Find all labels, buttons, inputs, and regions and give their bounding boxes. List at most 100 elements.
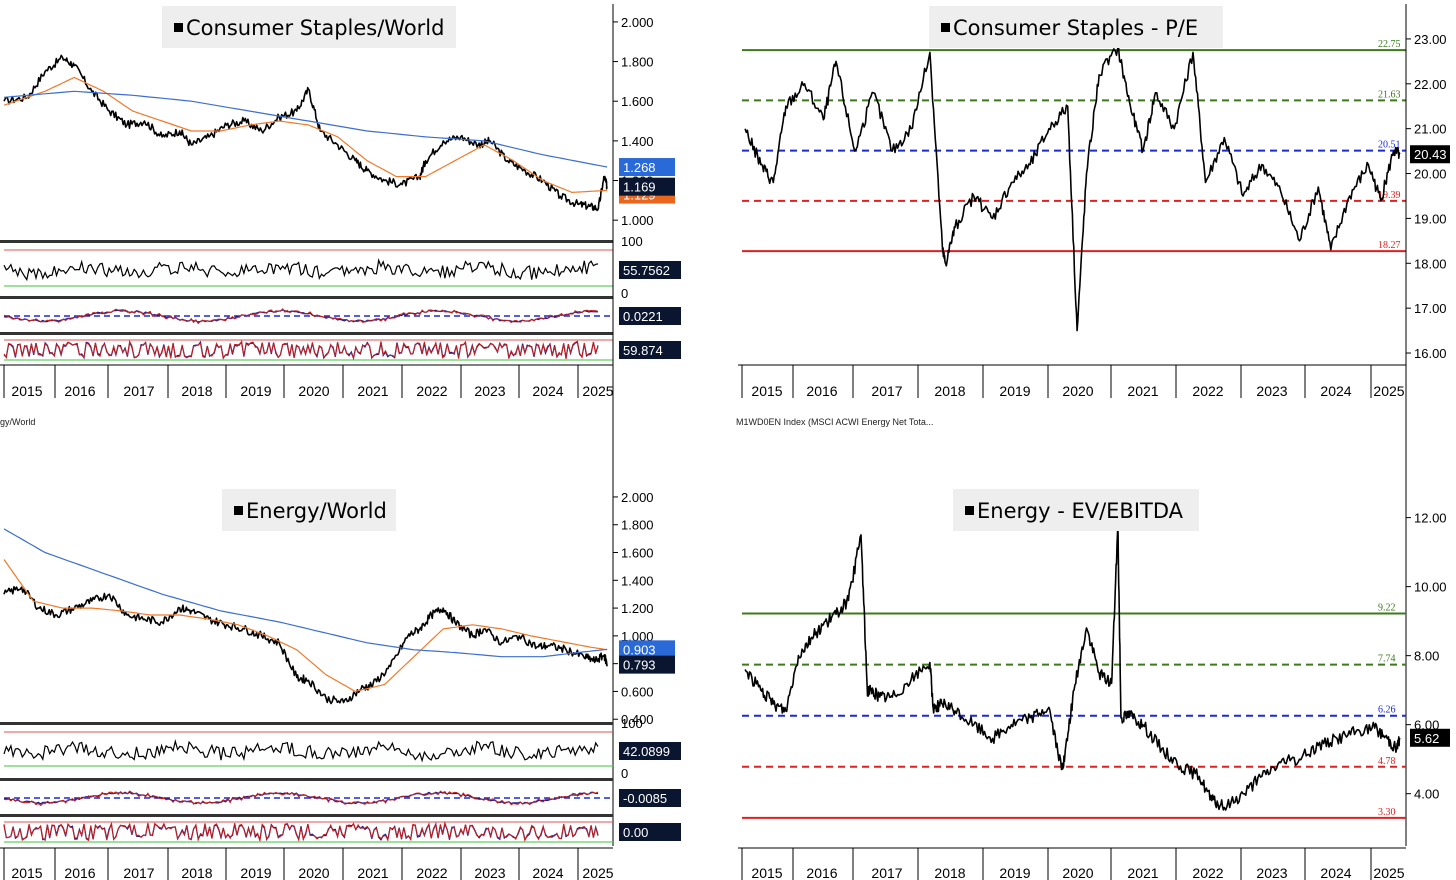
- rsi-last-value: 55.7562: [623, 263, 670, 278]
- y-tick-label: 22.00: [1414, 77, 1447, 92]
- x-tick-label: 2020: [1062, 383, 1093, 399]
- rsi-line: [3, 739, 599, 763]
- badge-ma-long-bg: [619, 158, 675, 177]
- chart-title: Consumer Staples - P/E: [953, 16, 1198, 40]
- caption-energy-world: gy/World: [0, 417, 36, 427]
- chart-panel-2: 23.00 22.00 21.00 20.00 19.00 18.00 17.00 16.00…: [738, 4, 1450, 399]
- level-label: 22.75: [1378, 39, 1401, 50]
- x-tick-label: 2015: [11, 865, 42, 880]
- series-ma-long-line: [3, 90, 608, 168]
- y-tick-label: 1.400: [621, 134, 654, 149]
- series-price-line: [3, 586, 608, 705]
- title-square-icon: [234, 506, 243, 515]
- chart-title-box: [162, 6, 456, 48]
- y-tick-label: 4.00: [1414, 787, 1439, 802]
- y-tick-label: 1.000: [621, 213, 654, 228]
- x-tick-label: 2017: [871, 865, 902, 880]
- level-label: 9.22: [1378, 603, 1396, 614]
- badge-price: 1.169: [623, 180, 656, 195]
- chart-title: Energy/World: [246, 499, 387, 523]
- macd-subpanel: -0.0085: [3, 789, 681, 807]
- rsi-scale-hi: 100: [621, 716, 643, 731]
- macd-separator: [0, 778, 613, 781]
- x-tick-label: 2023: [474, 383, 505, 399]
- macd-last-value: 0.0221: [623, 309, 663, 324]
- level-label: 20.51: [1378, 140, 1401, 151]
- badge-ma-long: 1.268: [623, 160, 656, 175]
- x-tick-label: 2015: [11, 383, 42, 399]
- title-square-icon: [174, 23, 183, 32]
- y-tick-label: 2.000: [621, 15, 654, 30]
- stoch-subpanel: 59.874: [3, 339, 681, 361]
- stoch-badge-bg: [619, 341, 681, 359]
- y-tick-label: 18.00: [1414, 256, 1447, 271]
- badge-price: 5.62: [1414, 731, 1439, 746]
- series-price-line: [744, 523, 1401, 811]
- y-tick-label: 1.800: [621, 518, 654, 533]
- x-tick-label: 2018: [934, 865, 965, 880]
- x-tick-label: 2021: [1127, 865, 1158, 880]
- y-tick-label: 8.00: [1414, 649, 1439, 664]
- macd-badge-bg: [619, 307, 681, 325]
- y-tick-label: 23.00: [1414, 32, 1447, 47]
- y-tick-label: 1.600: [621, 546, 654, 561]
- x-tick-label: 2019: [240, 383, 271, 399]
- x-tick-label: 2023: [1256, 383, 1287, 399]
- macd-badge-bg: [619, 789, 681, 807]
- title-square-icon: [941, 23, 950, 32]
- y-tick-label: 2.000: [621, 490, 654, 505]
- x-tick-label: 2024: [1320, 383, 1351, 399]
- rsi-scale-lo: 0: [621, 286, 628, 301]
- stoch-separator: [0, 814, 613, 817]
- stoch-last-value: 59.874: [623, 343, 663, 358]
- badge-price-bg: [1410, 728, 1450, 747]
- x-tick-label: 2023: [474, 865, 505, 880]
- level-label: 3.30: [1378, 807, 1396, 818]
- x-tick-label: 2025: [582, 865, 613, 880]
- x-tick-label: 2022: [416, 383, 447, 399]
- x-tick-label: 2024: [532, 865, 563, 880]
- x-tick-label: 2024: [1320, 865, 1351, 880]
- stoch-badge-bg: [619, 823, 681, 841]
- badge-price-bg: [1410, 145, 1450, 164]
- x-tick-label: 2017: [123, 383, 154, 399]
- rsi-subpanel: 100 0 42.0899: [3, 716, 681, 781]
- x-tick-label: 2020: [298, 865, 329, 880]
- stoch-last-value: 0.00: [623, 825, 648, 840]
- y-tick-label: 1.800: [621, 55, 654, 70]
- x-tick-label: 2025: [1373, 383, 1404, 399]
- rsi-badge-bg: [619, 261, 681, 279]
- x-tick-label: 2025: [1373, 865, 1404, 880]
- series-ma-short-line: [3, 559, 608, 692]
- chart-panel-1: 2.0001.8001.6001.4001.2001.0002015201620…: [0, 4, 681, 399]
- y-tick-label: 19.00: [1414, 211, 1447, 226]
- stoch-signal-line: [3, 820, 599, 843]
- x-tick-label: 2018: [934, 383, 965, 399]
- x-tick-label: 2025: [582, 383, 613, 399]
- x-tick-label: 2022: [1192, 865, 1223, 880]
- badge-price: 20.43: [1414, 147, 1447, 162]
- x-tick-label: 2020: [1062, 865, 1093, 880]
- x-tick-label: 2019: [999, 865, 1030, 880]
- x-tick-label: 2024: [532, 383, 563, 399]
- rsi-line: [3, 258, 599, 282]
- x-tick-label: 2018: [181, 865, 212, 880]
- macd-separator: [0, 296, 613, 299]
- level-label: 18.27: [1378, 240, 1401, 251]
- y-tick-label: 1.200: [621, 601, 654, 616]
- level-label: 7.74: [1378, 654, 1396, 665]
- x-tick-label: 2019: [999, 383, 1030, 399]
- y-tick-label: 21.00: [1414, 122, 1447, 137]
- chart-title: Energy - EV/EBITDA: [977, 499, 1184, 523]
- stoch-signal-line: [3, 339, 599, 361]
- macd-signal-line: [3, 790, 599, 807]
- rsi-scale-hi: 100: [621, 234, 643, 249]
- caption-energy-ev: M1WD0EN Index (MSCI ACWI Energy Net Tota…: [736, 417, 934, 427]
- badge-price: 0.793: [623, 658, 656, 673]
- x-tick-label: 2022: [1192, 383, 1223, 399]
- y-tick-label: 1.400: [621, 573, 654, 588]
- x-tick-label: 2016: [64, 865, 95, 880]
- stoch-separator: [0, 332, 613, 335]
- x-tick-label: 2017: [123, 865, 154, 880]
